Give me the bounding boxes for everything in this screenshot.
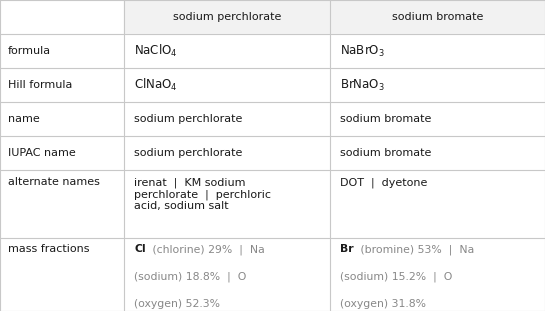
Text: DOT  |  dyetone: DOT | dyetone (340, 177, 427, 188)
Text: (bromine) 53%  |  Na: (bromine) 53% | Na (357, 244, 474, 255)
Text: $\mathregular{NaBrO}_{3}$: $\mathregular{NaBrO}_{3}$ (340, 44, 384, 59)
Text: name: name (8, 114, 39, 124)
Text: alternate names: alternate names (8, 177, 100, 187)
Text: (chlorine) 29%  |  Na: (chlorine) 29% | Na (149, 244, 265, 255)
Bar (0, 34, 545, 68)
Text: (oxygen) 31.8%: (oxygen) 31.8% (340, 299, 426, 309)
Text: $\mathregular{NaClO}_{4}$: $\mathregular{NaClO}_{4}$ (134, 43, 178, 59)
Text: IUPAC name: IUPAC name (8, 148, 75, 158)
Bar (0, 0, 124, 34)
Text: sodium bromate: sodium bromate (392, 12, 483, 22)
Bar (330, 0, 545, 34)
Text: Br: Br (340, 244, 353, 254)
Text: (sodium) 15.2%  |  O: (sodium) 15.2% | O (340, 272, 452, 282)
Text: sodium bromate: sodium bromate (340, 148, 431, 158)
Text: Hill formula: Hill formula (8, 80, 72, 90)
Bar (0, 136, 545, 170)
Text: mass fractions: mass fractions (8, 244, 89, 254)
Text: $\mathregular{ClNaO}_{4}$: $\mathregular{ClNaO}_{4}$ (134, 77, 178, 93)
Text: formula: formula (8, 46, 51, 56)
Text: Cl: Cl (134, 244, 146, 254)
Bar (124, 0, 330, 34)
Text: sodium perchlorate: sodium perchlorate (134, 114, 243, 124)
Text: sodium perchlorate: sodium perchlorate (134, 148, 243, 158)
Text: sodium perchlorate: sodium perchlorate (173, 12, 281, 22)
Bar (0, 238, 545, 311)
Text: sodium bromate: sodium bromate (340, 114, 431, 124)
Text: irenat  |  KM sodium
perchlorate  |  perchloric
acid, sodium salt: irenat | KM sodium perchlorate | perchlo… (134, 177, 271, 211)
Bar (0, 170, 545, 238)
Text: (sodium) 18.8%  |  O: (sodium) 18.8% | O (134, 272, 246, 282)
Bar (0, 102, 545, 136)
Text: (oxygen) 52.3%: (oxygen) 52.3% (134, 299, 220, 309)
Bar (0, 68, 545, 102)
Text: $\mathregular{BrNaO}_{3}$: $\mathregular{BrNaO}_{3}$ (340, 77, 384, 93)
